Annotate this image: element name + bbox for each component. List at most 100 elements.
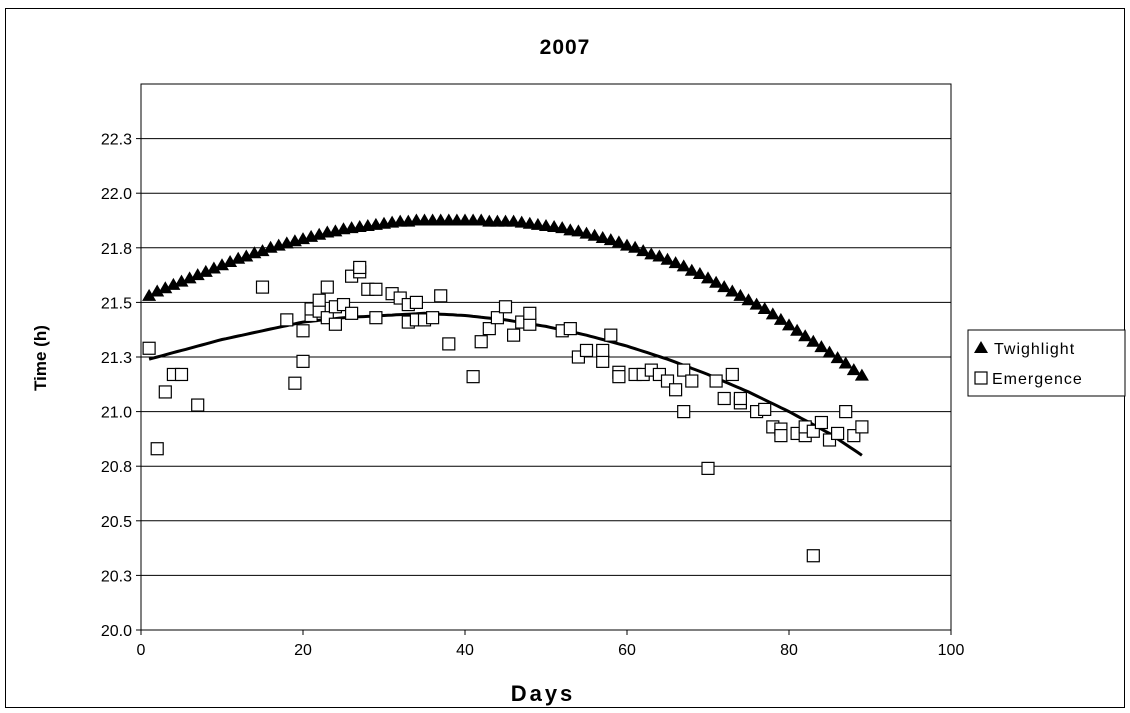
twighlight-point [223,254,238,267]
twighlight-point [830,351,845,364]
legend-emergence-label: Emergence [992,371,1083,388]
legend: Twighlight Emergence [967,329,1126,397]
emergence-point [174,367,189,382]
emergence-point [677,405,691,419]
twighlight-point [166,277,181,290]
y-tick-label: 21.5 [101,295,132,312]
legend-box [967,329,1126,397]
y-tick-label: 20.3 [101,568,132,585]
chart-frame [5,8,1125,708]
emergence-point [328,317,342,331]
emergence-point [668,383,683,397]
twighlight-point [255,244,270,257]
emergence-point [345,306,359,320]
emergence-point [507,328,521,342]
emergence-point [563,322,577,336]
emergence-point [685,374,699,388]
twighlight-point [846,363,861,376]
emergence-point [814,415,829,430]
twighlight-point [701,271,715,284]
twighlight-point [142,288,157,301]
emergence-point [839,405,853,419]
emergence-point [709,374,723,388]
twighlight-point [555,221,570,234]
emergence-point [758,402,772,417]
emergence-point [150,442,164,456]
emergence-point [288,376,302,390]
twighlight-point [206,261,221,274]
x-tick-label: 100 [938,642,965,659]
twighlight-point [814,340,829,353]
legend-twighlight-marker [974,341,988,353]
twighlight-point [733,288,748,301]
emergence-point [482,322,496,336]
emergence-trend-line [148,311,863,457]
twighlight-point [636,244,651,257]
twighlight-point [628,240,643,253]
twighlight-point [676,259,691,272]
emergence-point [296,324,310,338]
twighlight-point [571,224,586,237]
emergence-point [442,337,456,351]
twighlight-point [198,264,213,277]
emergence-point [369,311,383,325]
legend-emergence-marker [974,371,988,385]
emergence-point [612,370,626,384]
emergence-point [717,391,731,406]
x-axis: 0 20 40 60 80 100 [137,630,965,659]
emergence-point [523,317,537,331]
twighlight-point [158,281,173,294]
x-tick-label: 80 [780,642,798,659]
twighlight-point [765,307,780,320]
y-tick-label: 21.3 [101,350,132,367]
y-tick-label: 20.8 [101,459,132,476]
emergence-point [806,549,820,563]
twighlight-point [684,263,699,276]
twighlight-point [611,235,626,248]
emergence-point [498,300,513,314]
emergence-point [142,341,156,355]
emergence-point [774,429,788,443]
y-axis-label: Time (h) [31,325,50,391]
twighlight-point [190,268,205,281]
x-tick-label: 20 [294,642,312,659]
x-tick-label: 0 [137,642,146,659]
emergence-point [409,295,423,309]
twighlight-point [239,249,254,262]
twighlight-point [692,267,707,280]
twighlight-point [668,256,683,269]
y-tick-label: 21.8 [101,241,132,258]
data-marks [142,213,869,563]
twighlight-point [717,280,732,293]
emergence-point [701,461,715,475]
emergence-point [353,260,367,275]
emergence-point [191,398,205,412]
legend-twighlight-label: Twighlight [994,341,1075,358]
x-tick-label: 60 [618,642,636,659]
twighlight-point [652,249,667,262]
emergence-point [677,363,691,377]
twighlight-point [709,275,724,288]
twighlight-point [215,258,229,271]
twighlight-point [620,238,634,251]
emergence-point [320,280,334,294]
x-axis-label: Days [511,681,576,706]
emergence-point [466,370,480,384]
twighlight-point [773,312,788,325]
grid-lines [141,138,951,576]
y-tick-label: 21.0 [101,405,132,422]
emergence-point [596,354,610,368]
twighlight-point [182,271,197,284]
y-tick-label: 20.0 [101,623,132,640]
emergence-point [312,293,326,307]
chart-title: 2007 [540,36,591,59]
emergence-point [733,391,748,406]
emergence-point [596,343,610,358]
twighlight-point [660,252,675,265]
y-tick-label: 20.5 [101,514,132,531]
twighlight-point [150,284,165,297]
emergence-point [474,335,488,349]
emergence-point [255,280,270,294]
emergence-point [296,354,310,368]
